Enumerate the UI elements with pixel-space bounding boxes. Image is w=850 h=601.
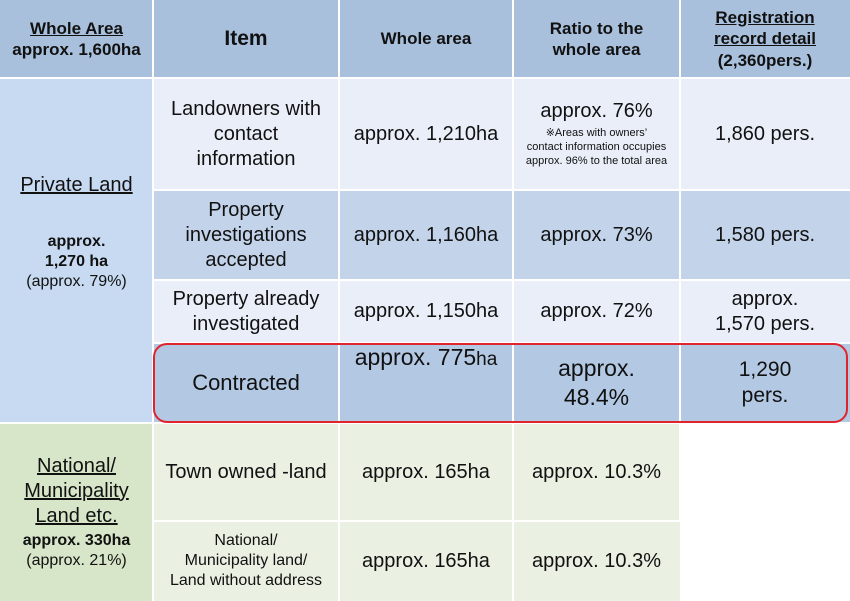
row5-item-line3: Land without address: [169, 572, 323, 589]
row5-area: approx. 165ha: [339, 521, 513, 601]
header-whole-area-title: Whole Area: [30, 18, 123, 38]
header-whole-area-col: Whole area: [339, 0, 513, 78]
row2-item: Property already investigated: [153, 280, 339, 343]
row4-ratio: approx. 10.3%: [513, 423, 680, 521]
row5-item-line2: Municipality land/: [184, 552, 308, 569]
row0-area: approx. 1,210ha: [339, 78, 513, 190]
row0-note-line2: contact information occupies: [526, 140, 667, 153]
row0-note-line3: approx. 96% to the total area: [525, 154, 668, 167]
row4-area-value: approx. 165ha: [362, 460, 490, 483]
grid-line: [512, 0, 514, 601]
header-whole-area: Whole Area approx. 1,600ha: [0, 0, 153, 78]
row0-item-line2: contact: [213, 122, 279, 145]
row2-area: approx. 1,150ha: [339, 280, 513, 343]
row3-reg-line2: pers.: [741, 384, 789, 407]
grid-line: [153, 342, 850, 344]
row4-area: approx. 165ha: [339, 423, 513, 521]
row5-item-line1: National/: [214, 532, 278, 549]
row0-item-line3: information: [196, 147, 296, 170]
private-land-cell: Private Land approx. 1,270 ha (approx. 7…: [0, 78, 153, 423]
row3-area: approx. 775 ha: [339, 343, 513, 423]
row1-item: Property investigations accepted: [153, 190, 339, 280]
row0-note-line1: ※Areas with owners’: [545, 126, 648, 139]
header-registration: Registration record detail (2,360pers.): [680, 0, 850, 78]
grid-line: [0, 77, 850, 79]
private-land-label: Private Land: [20, 174, 133, 196]
row5-area-value: approx. 165ha: [362, 549, 490, 572]
national-area: approx. 330ha: [22, 531, 131, 549]
row0-item: Landowners with contact information: [153, 78, 339, 190]
row1-item-line1: Property: [208, 198, 284, 221]
row1-ratio: approx. 73%: [513, 190, 680, 280]
row2-ratio: approx. 72%: [513, 280, 680, 343]
row5-ratio-value: approx. 10.3%: [532, 549, 661, 572]
grid-line: [152, 0, 154, 601]
row5-item: National/ Municipality land/ Land withou…: [153, 521, 339, 601]
header-ratio: Ratio to the whole area: [513, 0, 680, 78]
row5-ratio: approx. 10.3%: [513, 521, 680, 601]
row0-area-value: approx. 1,210ha: [353, 122, 499, 145]
row4-item-label: Town owned -land: [165, 460, 327, 483]
row3-item: Contracted: [153, 343, 339, 423]
row3-area-unit: ha: [476, 349, 498, 370]
header-whole-area-col-label: Whole area: [380, 29, 472, 49]
private-land-pct: (approx. 79%): [26, 273, 127, 290]
row0-ratio: approx. 76% ※Areas with owners’ contact …: [513, 78, 680, 190]
header-ratio-line2: whole area: [552, 40, 641, 59]
grid-line: [153, 279, 850, 281]
row1-area: approx. 1,160ha: [339, 190, 513, 280]
row1-ratio-value: approx. 73%: [540, 223, 653, 246]
row1-item-line2: investigations: [185, 223, 307, 246]
header-item-label: Item: [224, 26, 268, 50]
row3-item-label: Contracted: [192, 370, 300, 396]
national-pct: (approx. 21%): [26, 551, 127, 569]
grid-line: [0, 422, 850, 424]
header-reg-line3: (2,360pers.): [717, 50, 813, 70]
row2-reg-line1: approx.: [731, 287, 799, 310]
row1-reg: 1,580 pers.: [680, 190, 850, 280]
row4-ratio-value: approx. 10.3%: [532, 460, 661, 483]
row1-area-value: approx. 1,160ha: [353, 223, 499, 246]
grid-line: [338, 0, 340, 601]
row0-ratio-value: approx. 76%: [540, 99, 653, 122]
national-label-line2: Municipality: [24, 479, 129, 502]
header-ratio-line1: Ratio to the: [549, 18, 644, 38]
row2-ratio-value: approx. 72%: [540, 300, 653, 322]
grid-line: [679, 0, 681, 521]
row2-reg-line2: 1,570 pers.: [714, 312, 816, 335]
row3-area-main: approx. 775: [354, 344, 477, 370]
row4-item: Town owned -land: [153, 423, 339, 521]
grid-line: [153, 520, 680, 522]
row2-item-line1: Property already: [172, 287, 320, 310]
header-reg-line2: record detail: [713, 29, 817, 49]
row2-item-line2: investigated: [192, 312, 300, 335]
row1-reg-value: 1,580 pers.: [714, 223, 816, 246]
row0-reg: 1,860 pers.: [680, 78, 850, 190]
row2-area-value: approx. 1,150ha: [353, 300, 499, 322]
header-item: Item: [153, 0, 339, 78]
grid-line: [153, 189, 850, 191]
row3-reg: 1,290 pers.: [680, 343, 850, 423]
row0-item-line1: Landowners with: [170, 97, 322, 120]
row0-reg-value: 1,860 pers.: [714, 122, 816, 145]
private-land-area-line1: approx.: [47, 233, 106, 250]
row0-ratio-note: ※Areas with owners’ contact information …: [526, 126, 667, 170]
private-land-area-line2: 1,270 ha: [44, 253, 109, 270]
header-whole-area-value: approx. 1,600ha: [12, 40, 141, 59]
row2-reg: approx. 1,570 pers.: [680, 280, 850, 343]
national-land-cell: National/ Municipality Land etc. approx.…: [0, 423, 153, 601]
row1-item-line3: accepted: [205, 248, 287, 271]
row3-ratio-line2: 48.4%: [563, 384, 630, 410]
header-reg-line1: Registration: [715, 8, 815, 28]
national-label-line1: National/: [37, 454, 116, 477]
national-label-line3: Land etc.: [35, 504, 118, 527]
row3-reg-line1: 1,290: [738, 357, 792, 381]
row3-ratio-line1: approx.: [558, 355, 635, 382]
row3-ratio: approx. 48.4%: [513, 343, 680, 423]
